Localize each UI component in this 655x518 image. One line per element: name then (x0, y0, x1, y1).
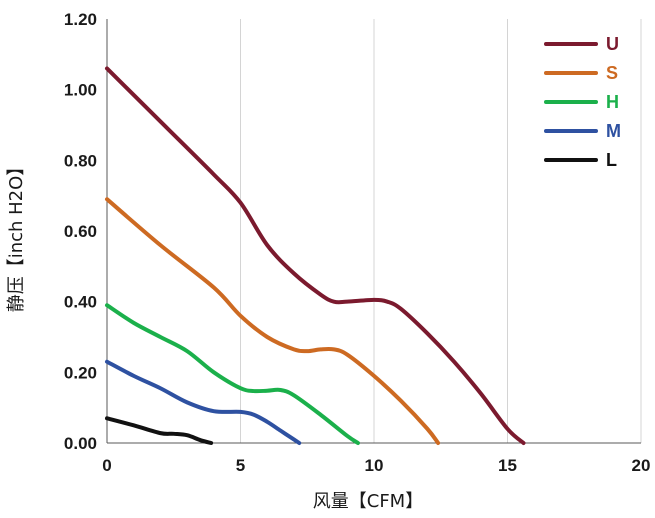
y-axis-title: 静压【inch H2O】 (6, 158, 27, 313)
y-tick-label: 0.00 (64, 434, 97, 453)
y-tick-label: 0.40 (64, 293, 97, 312)
legend-label-h: H (606, 92, 619, 112)
series-line-s (105, 197, 441, 445)
series-line-m (105, 359, 302, 445)
x-tick-label: 5 (236, 456, 245, 475)
legend-label-m: M (606, 121, 621, 141)
legend-label-l: L (606, 150, 617, 170)
x-tick-label: 20 (632, 456, 651, 475)
legend-label-u: U (606, 34, 619, 54)
x-tick-label: 15 (498, 456, 517, 475)
y-tick-label: 0.20 (64, 363, 97, 382)
y-tick-label: 1.00 (64, 81, 97, 100)
legend-label-s: S (606, 63, 618, 83)
x-tick-label: 0 (102, 456, 111, 475)
gridlines (240, 19, 642, 443)
y-tick-label: 0.80 (64, 151, 97, 170)
y-tick-label: 1.20 (64, 10, 97, 29)
series-line-u (105, 66, 526, 445)
series-lines (105, 66, 526, 445)
series-line-h (105, 303, 360, 445)
series-line-l (105, 416, 214, 445)
axes (106, 19, 641, 444)
tick-labels: 0.00 0.20 0.40 0.60 0.80 1.00 1.20 0 5 10 15 20 (64, 10, 651, 475)
x-tick-label: 10 (365, 456, 384, 475)
x-axis-title: 风量【CFM】 (313, 491, 423, 512)
y-tick-label: 0.60 (64, 222, 97, 241)
